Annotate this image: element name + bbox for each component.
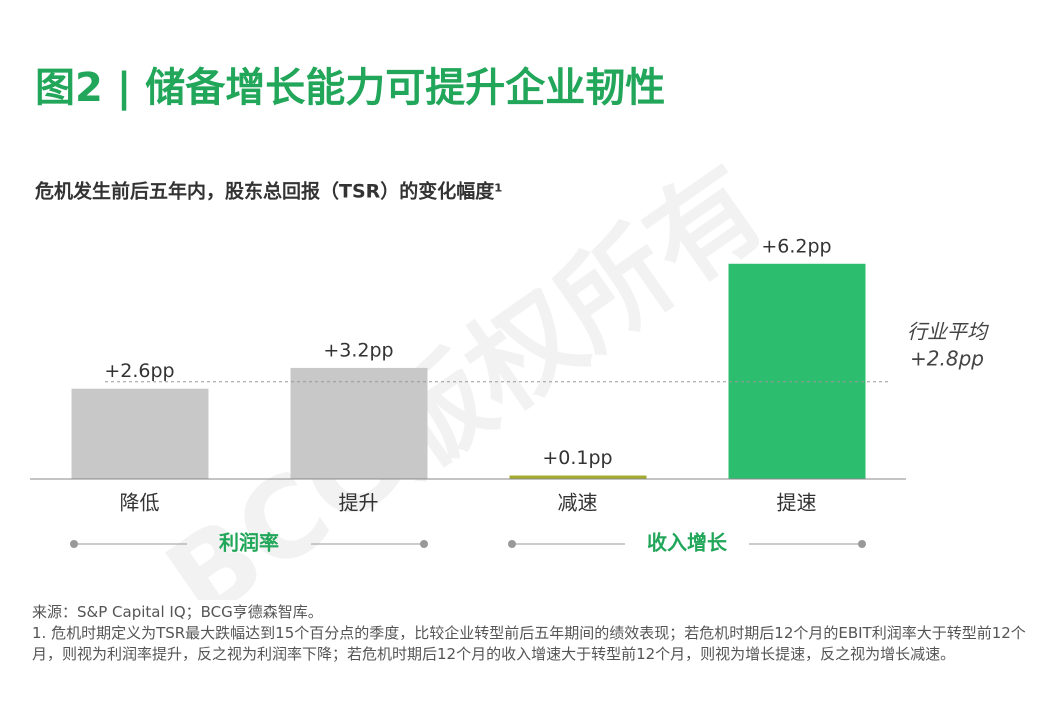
value-label: +0.1pp xyxy=(542,447,612,469)
chart: 图2 | 储备增长能力可提升企业韧性 危机发生前后五年内，股东总回报（TSR）的… xyxy=(30,65,989,600)
footnotes: 来源：S&P Capital IQ；BCG亨德森智库。 1. 危机时期定义为TS… xyxy=(32,602,1027,665)
x-tick-label: 降低 xyxy=(120,491,160,515)
group-dot xyxy=(858,540,866,548)
group-dot xyxy=(420,540,428,548)
value-label: +2.6pp xyxy=(104,360,174,382)
x-tick-label: 减速 xyxy=(558,491,598,515)
x-tick-label: 提升 xyxy=(339,491,379,515)
bar xyxy=(71,388,209,479)
reference-label: 行业平均 xyxy=(907,320,989,344)
chart-title: 图2 | 储备增长能力可提升企业韧性 xyxy=(35,65,665,112)
bar xyxy=(728,263,866,479)
chart-subtitle: 危机发生前后五年内，股东总回报（TSR）的变化幅度¹ xyxy=(35,180,503,203)
x-tick-label: 提速 xyxy=(777,491,817,515)
group-dot xyxy=(508,540,516,548)
bar xyxy=(509,475,647,479)
source: 来源：S&P Capital IQ；BCG亨德森智库。 xyxy=(32,603,323,621)
value-label: +3.2pp xyxy=(323,339,393,361)
bar xyxy=(290,367,428,479)
note: 1. 危机时期定义为TSR最大跌幅达到15个百分点的季度，比较企业转型前后五年期… xyxy=(32,624,1026,663)
value-label: +6.2pp xyxy=(761,235,831,257)
reference-value-label: +2.8pp xyxy=(910,347,984,371)
group-label: 收入增长 xyxy=(647,531,728,555)
group-label: 利润率 xyxy=(219,531,279,555)
group-dot xyxy=(70,540,78,548)
